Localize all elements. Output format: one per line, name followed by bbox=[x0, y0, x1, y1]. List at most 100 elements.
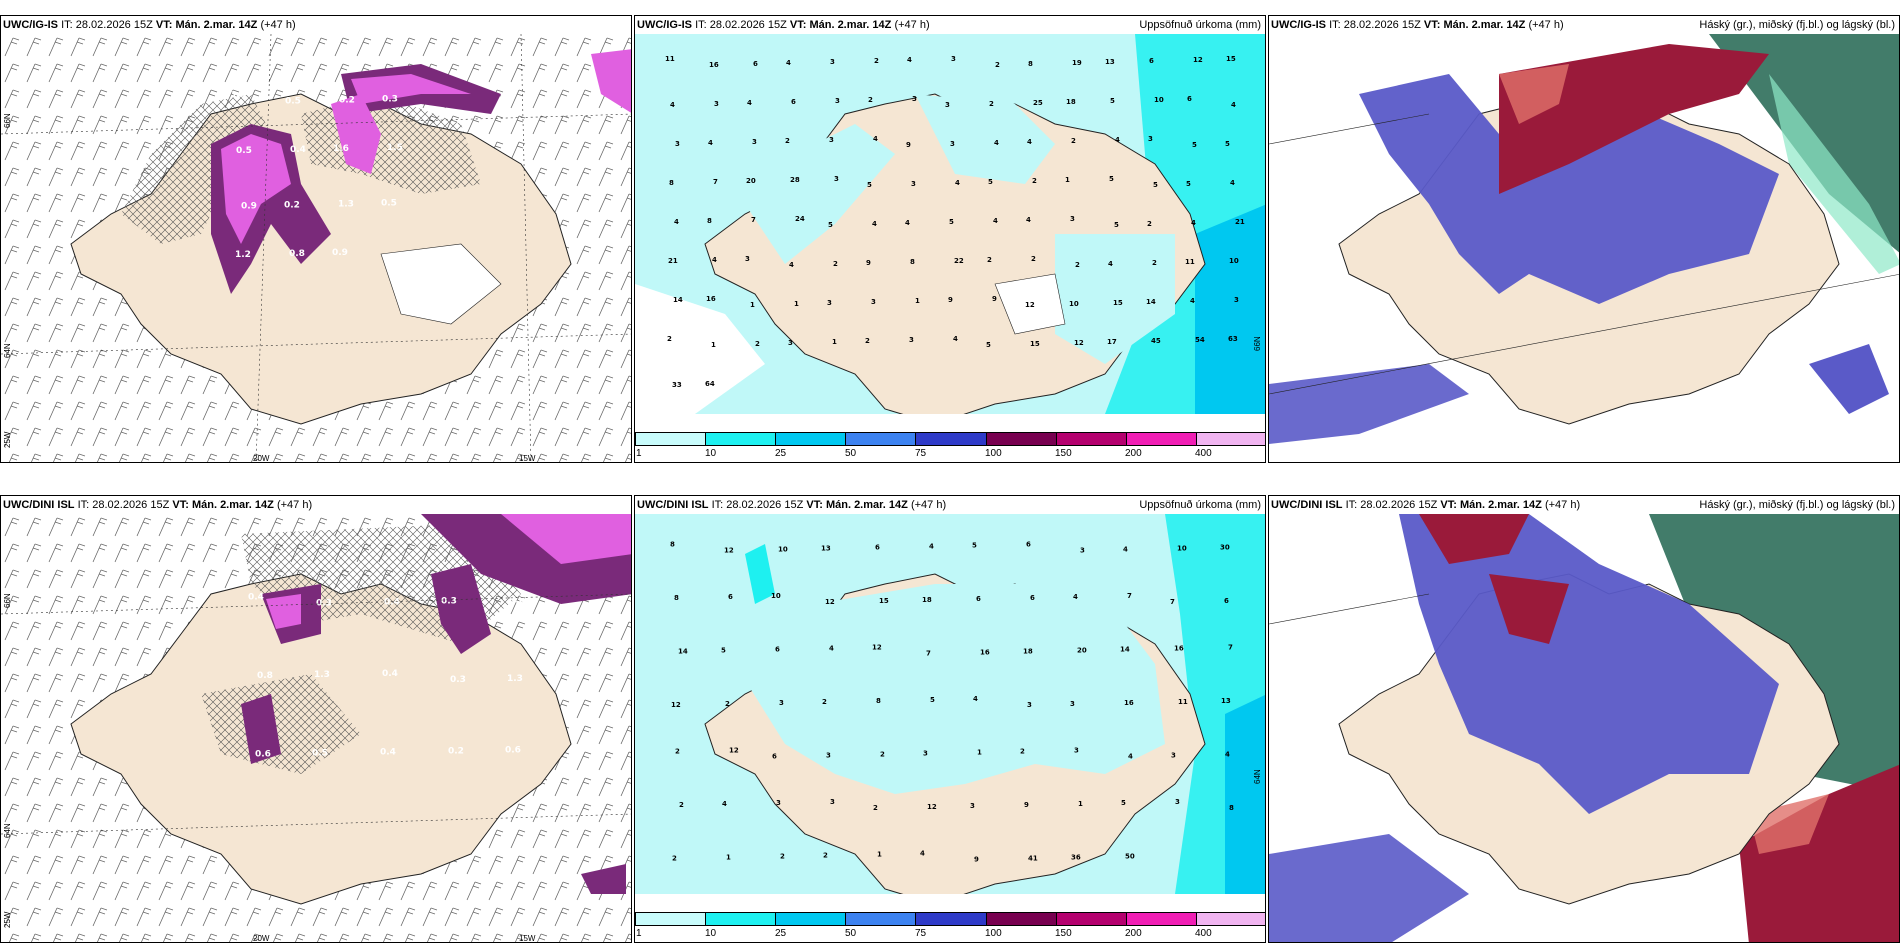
value-label: 15 bbox=[879, 597, 889, 605]
value-label: 5 bbox=[1109, 175, 1114, 183]
value-label: 8 bbox=[1028, 60, 1033, 68]
value-label: 12 bbox=[872, 644, 882, 652]
lon-label-25w: 25W bbox=[3, 911, 12, 928]
colorbar-cell bbox=[776, 433, 847, 445]
value-label: 7 bbox=[1228, 644, 1233, 652]
value-label: 41 bbox=[1028, 854, 1038, 862]
value-label: 6 bbox=[875, 544, 880, 552]
value-label: 12 bbox=[724, 547, 734, 555]
value-label: 12 bbox=[671, 701, 681, 709]
colorbar-tick: 75 bbox=[915, 928, 927, 939]
value-label: 4 bbox=[1115, 136, 1120, 144]
value-label: 4 bbox=[670, 101, 675, 109]
value-label: 10 bbox=[1177, 545, 1187, 553]
value-label: 6 bbox=[775, 646, 780, 654]
colorbar-cell bbox=[916, 913, 987, 925]
value-label: 1 bbox=[1065, 176, 1070, 184]
panel-title: Háský (gr.), miðský (fj.bl.) og lágský (… bbox=[1699, 499, 1895, 511]
value-label: 16 bbox=[980, 649, 990, 657]
value-label: 0.5 bbox=[236, 146, 252, 156]
value-label: 3 bbox=[1234, 296, 1239, 304]
value-label: 10 bbox=[778, 546, 788, 554]
value-label: 2 bbox=[873, 804, 878, 812]
panel-top-left: UWC/IG-IS IT: 28.02.2026 15Z VT: Mán. 2.… bbox=[0, 15, 632, 463]
value-label: 1 bbox=[832, 338, 837, 346]
colorbar-tick: 25 bbox=[775, 928, 787, 939]
value-label: 6 bbox=[791, 98, 796, 106]
snow-labels-top: 1.1 0.5 0.2 0.3 0.5 0.4 1.6 1.5 0.9 0.2 1.3 0.5 1.2 0… bbox=[231, 90, 403, 260]
colorbar-cell bbox=[1196, 913, 1265, 925]
cloud-map bbox=[1269, 514, 1899, 942]
colorbar-tick: 150 bbox=[1055, 448, 1072, 459]
value-label: 2 bbox=[1075, 261, 1080, 269]
value-label: 64 bbox=[705, 380, 715, 388]
colorbar-cells bbox=[635, 432, 1265, 446]
panel-bottom-left: UWC/DINI ISL IT: 28.02.2026 15Z VT: Mán.… bbox=[0, 495, 632, 943]
value-label: 2 bbox=[880, 750, 885, 758]
colorbar-tick: 75 bbox=[915, 448, 927, 459]
wind-snow-map: 1.1 0.5 0.2 0.3 0.5 0.4 1.6 1.5 0.9 0.2 1.3 0.5 1.2 0… bbox=[1, 34, 631, 462]
value-label: 4 bbox=[1191, 219, 1196, 227]
value-label: 8 bbox=[876, 697, 881, 705]
value-label: 4 bbox=[747, 99, 752, 107]
lon-label-15w: 15W bbox=[519, 454, 536, 463]
value-label: 4 bbox=[712, 256, 717, 264]
value-label: 4 bbox=[993, 217, 998, 225]
value-label: 15 bbox=[1226, 55, 1236, 63]
panel-header: UWC/IG-IS IT: 28.02.2026 15Z VT: Mán. 2.… bbox=[1269, 16, 1899, 34]
value-label: 21 bbox=[1235, 218, 1245, 226]
colorbar-cell bbox=[636, 433, 707, 445]
value-label: 2 bbox=[822, 698, 827, 706]
value-label: 2 bbox=[868, 96, 873, 104]
colorbar-cell bbox=[776, 913, 847, 925]
colorbar-cell bbox=[986, 433, 1057, 445]
value-label: 19 bbox=[1072, 59, 1082, 67]
value-label: 3 bbox=[675, 140, 680, 148]
value-label: 7 bbox=[1127, 592, 1132, 600]
value-label: 2 bbox=[1071, 137, 1076, 145]
value-label: 14 bbox=[1120, 646, 1130, 654]
colorbar-cell bbox=[636, 913, 707, 925]
value-label: 2 bbox=[675, 747, 680, 755]
value-label: 0.4 bbox=[290, 145, 306, 155]
panel-header: UWC/DINI ISL IT: 28.02.2026 15Z VT: Mán.… bbox=[1269, 496, 1899, 514]
colorbar-cell bbox=[986, 913, 1057, 925]
lon-label-20w: 20W bbox=[253, 934, 270, 943]
lat-label-66n: 66N bbox=[3, 593, 12, 608]
value-label: 2 bbox=[672, 854, 677, 862]
value-label: 4 bbox=[872, 220, 877, 228]
value-label: 12 bbox=[927, 803, 937, 811]
value-label: 3 bbox=[779, 699, 784, 707]
value-label: 6 bbox=[1026, 541, 1031, 549]
colorbar-tick: 10 bbox=[705, 928, 717, 939]
value-label: 4 bbox=[907, 56, 912, 64]
value-label: 5 bbox=[949, 218, 954, 226]
value-label: 3 bbox=[835, 97, 840, 105]
value-label: 4 bbox=[1108, 260, 1113, 268]
value-label: 4 bbox=[1128, 752, 1133, 760]
value-label: 14 bbox=[1146, 298, 1156, 306]
value-label: 3 bbox=[950, 140, 955, 148]
side-lat-label: 64N bbox=[1253, 769, 1262, 784]
value-label: 1 bbox=[915, 297, 920, 305]
colorbar-tick: 150 bbox=[1055, 928, 1072, 939]
value-label: 15 bbox=[1030, 340, 1040, 348]
value-label: 3 bbox=[827, 299, 832, 307]
value-label: 45 bbox=[1151, 337, 1161, 345]
value-label: 2 bbox=[755, 340, 760, 348]
value-label: 5 bbox=[930, 696, 935, 704]
value-label: 2 bbox=[1032, 177, 1037, 185]
value-label: 12 bbox=[1074, 339, 1084, 347]
value-label: 8 bbox=[670, 541, 675, 549]
panel-header: UWC/IG-IS IT: 28.02.2026 15Z VT: Mán. 2.… bbox=[635, 16, 1265, 34]
value-label: 8 bbox=[707, 217, 712, 225]
value-label: 3 bbox=[1171, 751, 1176, 759]
colorbar-cell bbox=[846, 913, 917, 925]
value-label: 1.3 bbox=[314, 670, 330, 680]
colorbar-tick: 1 bbox=[636, 928, 642, 939]
value-label: 1 bbox=[794, 300, 799, 308]
value-label: 16 bbox=[706, 295, 716, 303]
value-label: 4 bbox=[953, 335, 958, 343]
value-label: 4 bbox=[1026, 216, 1031, 224]
value-label: 1.2 bbox=[235, 250, 251, 260]
